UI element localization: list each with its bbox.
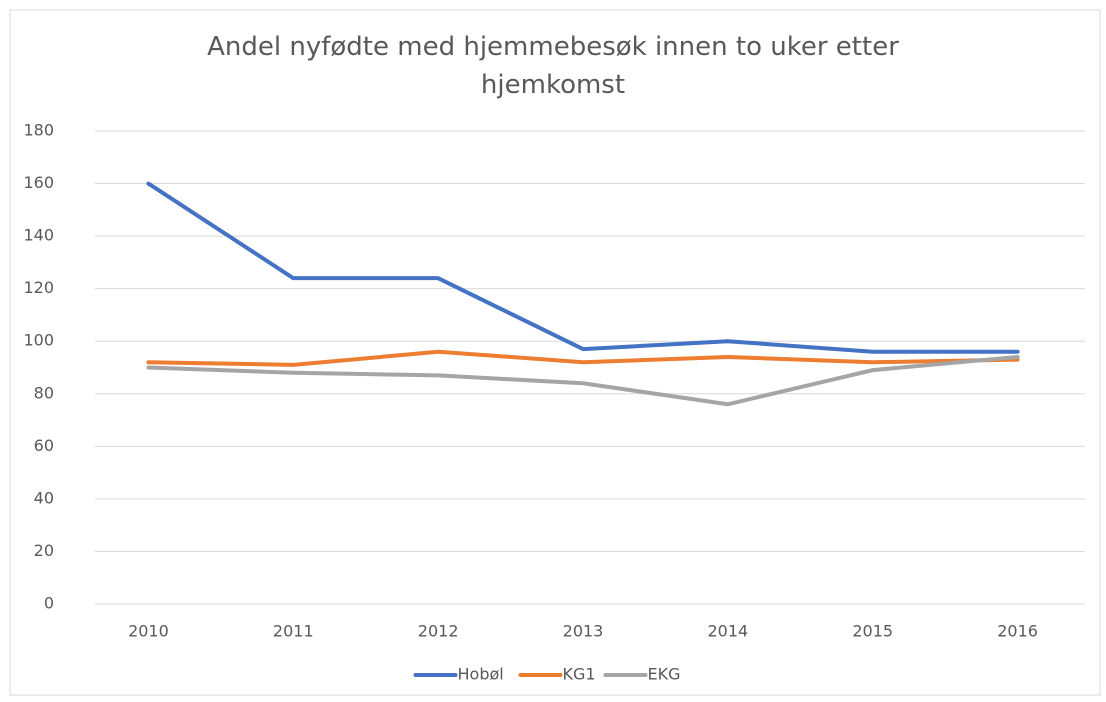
x-tick-label: 2013 — [563, 622, 604, 641]
x-tick-label: 2010 — [128, 622, 169, 641]
y-tick-label: 60 — [34, 436, 54, 455]
y-tick-label: 160 — [23, 173, 54, 192]
y-tick-label: 80 — [34, 383, 54, 402]
x-tick-label: 2014 — [707, 622, 748, 641]
x-tick-label: 2016 — [997, 622, 1038, 641]
chart-border — [9, 9, 1101, 696]
y-tick-label: 20 — [34, 541, 54, 560]
y-tick-label: 140 — [23, 226, 54, 245]
line-series — [146, 349, 1020, 367]
y-tick-label: 100 — [23, 331, 54, 350]
x-tick-label: 2012 — [418, 622, 459, 641]
line-series — [146, 354, 1020, 407]
legend-label: Hobøl — [458, 665, 504, 684]
legend-label: EKG — [648, 665, 681, 684]
legend-label: KG1 — [563, 665, 596, 684]
y-tick-label: 120 — [23, 278, 54, 297]
chart-title: Andel nyfødte med hjemmebesøk innen to u… — [207, 32, 899, 100]
x-tick-label: 2011 — [273, 622, 314, 641]
line-series — [146, 181, 1020, 354]
x-tick-label: 2015 — [852, 622, 893, 641]
y-tick-label: 40 — [34, 488, 54, 507]
y-tick-label: 180 — [23, 121, 54, 140]
y-tick-label: 0 — [44, 594, 54, 613]
